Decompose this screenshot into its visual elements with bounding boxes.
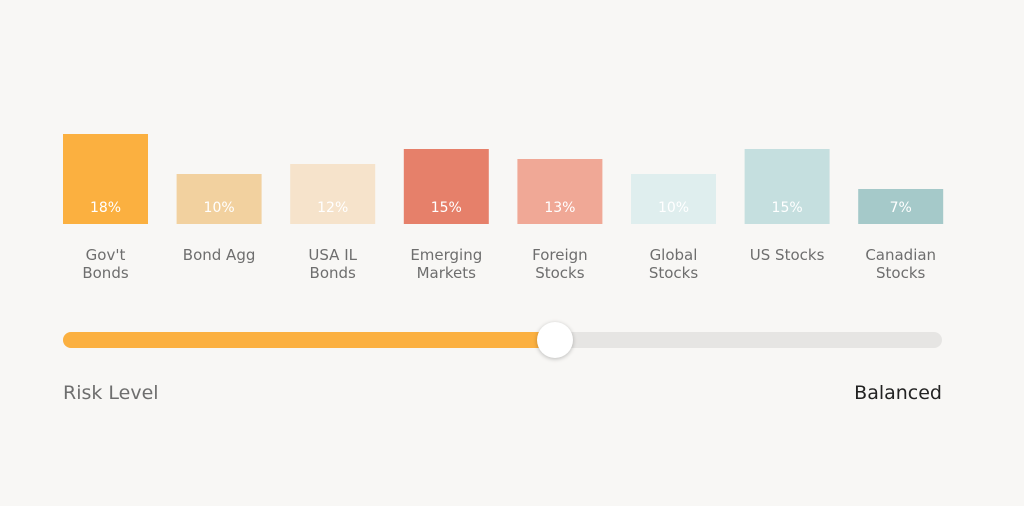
bar-value-label-7: 7%	[890, 200, 912, 216]
bar-value-label-1: 10%	[204, 200, 235, 216]
category-label-3: Emerging Markets	[410, 246, 482, 282]
risk-slider-fill	[63, 332, 556, 348]
bar-value-label-0: 18%	[90, 200, 121, 216]
bar-2	[290, 164, 376, 224]
allocation-bar-chart: 18% Gov't Bonds 10% Bond Agg 12% USA IL Bonds 15…	[63, 134, 944, 282]
bar-1	[176, 174, 262, 224]
category-label-6: US Stocks	[750, 246, 825, 264]
risk-slider-thumb[interactable]	[537, 322, 574, 358]
bar-0	[63, 134, 148, 224]
risk-slider-track[interactable]	[63, 322, 942, 358]
category-label-5: Global Stocks	[649, 246, 699, 282]
risk-level-label: Risk Level	[63, 382, 159, 404]
bar-value-label-3: 15%	[431, 200, 462, 216]
bar-value-label-5: 10%	[658, 200, 689, 216]
bar-4	[517, 159, 603, 224]
bar-6	[744, 149, 830, 224]
bar-value-label-2: 12%	[317, 200, 348, 216]
bar-3	[403, 149, 489, 224]
bar-7	[858, 189, 944, 224]
category-label-2: USA IL Bonds	[308, 246, 357, 282]
risk-level-value: Balanced	[854, 382, 942, 404]
bar-5	[631, 174, 716, 224]
category-label-7: Canadian Stocks	[865, 246, 936, 282]
bar-value-label-6: 15%	[772, 200, 803, 216]
category-label-1: Bond Agg	[183, 246, 256, 264]
category-label-4: Foreign Stocks	[532, 246, 588, 282]
category-label-0: Gov't Bonds	[82, 246, 128, 282]
bar-value-label-4: 13%	[544, 200, 575, 216]
